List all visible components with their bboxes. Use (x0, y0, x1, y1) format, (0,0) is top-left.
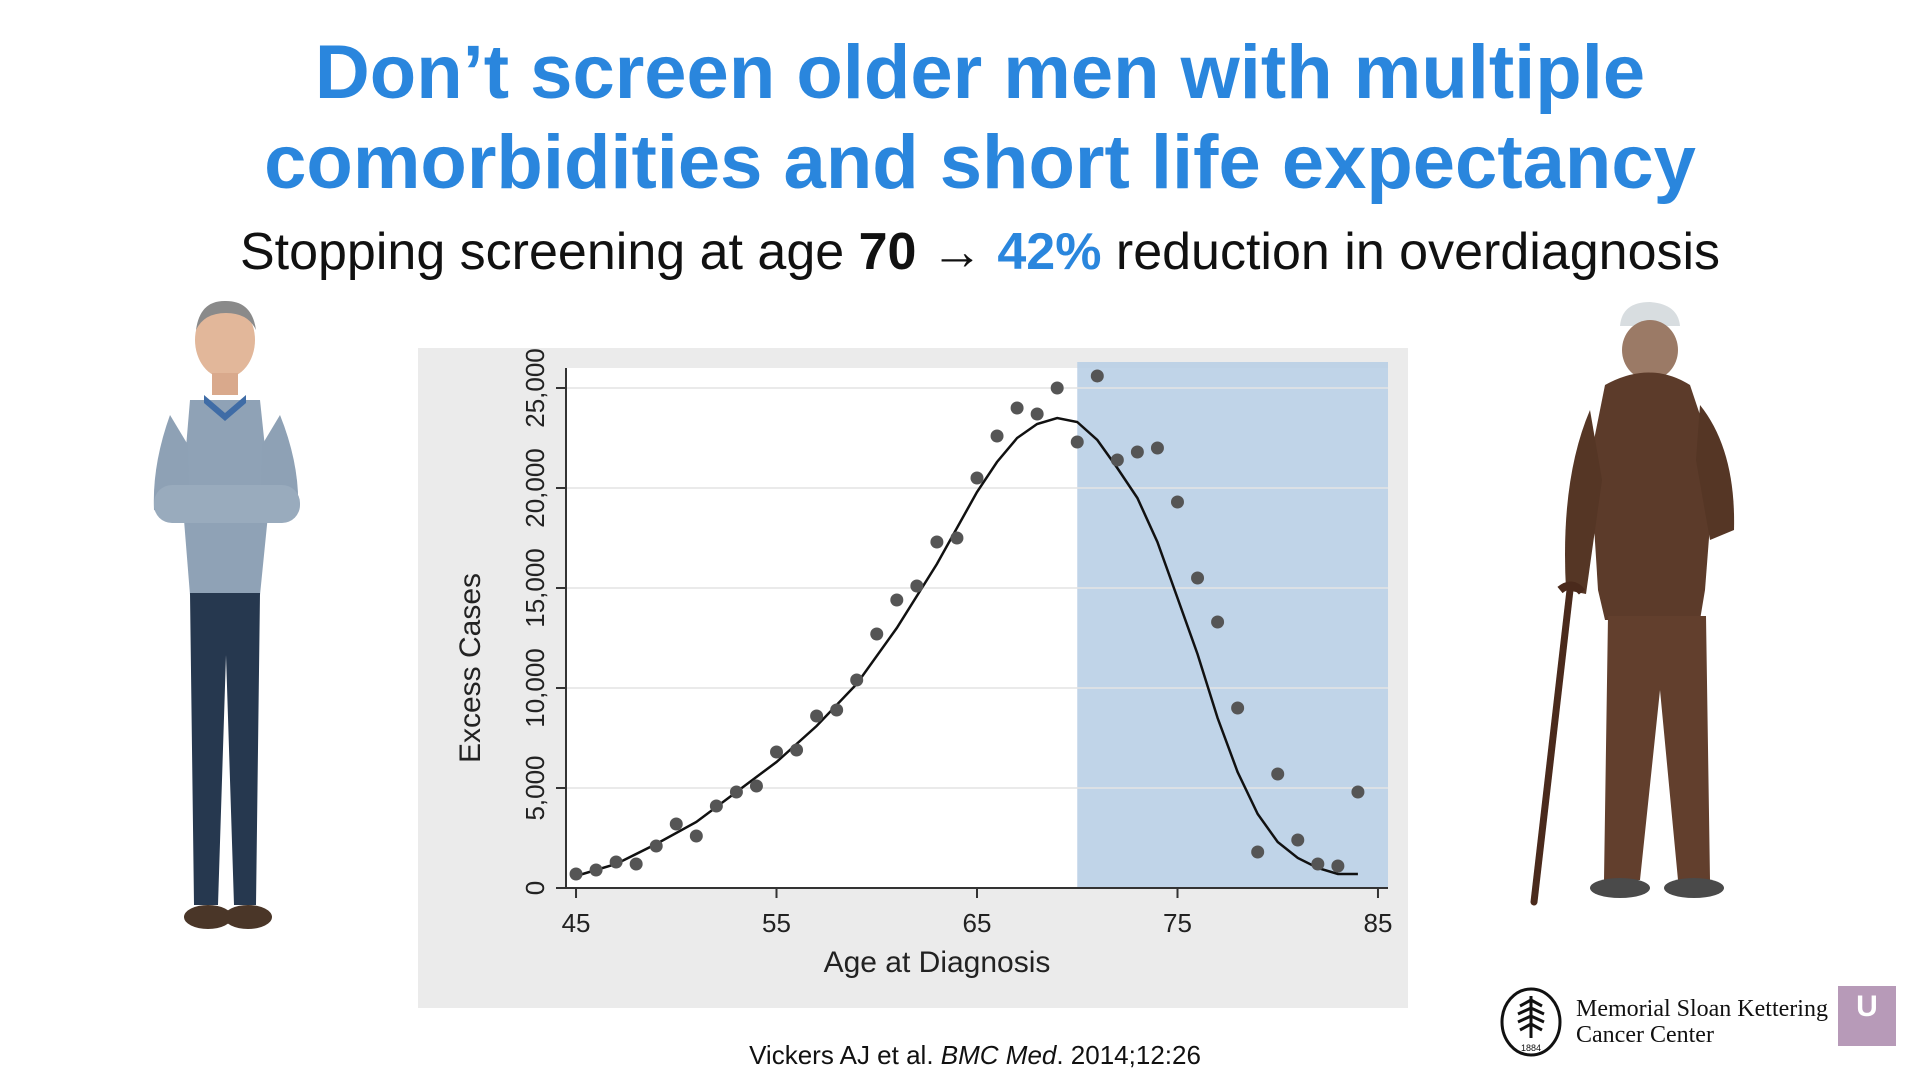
data-point (589, 863, 603, 877)
data-point (629, 857, 643, 871)
younger-man-figure (153, 300, 300, 929)
data-point (669, 817, 683, 831)
x-tick-label: 75 (1163, 908, 1192, 938)
data-point (1030, 407, 1044, 421)
data-point (1191, 571, 1205, 585)
mskcc-emblem-icon: 1884 (1500, 987, 1562, 1057)
slide-subtitle: Stopping screening at age 70 → 42% reduc… (0, 222, 1920, 282)
data-point (1150, 441, 1164, 455)
data-point (870, 627, 884, 641)
data-point (1090, 369, 1104, 383)
y-tick-label: 20,000 (520, 448, 550, 528)
title-line-1: Don’t screen older men with multiple (314, 30, 1646, 115)
x-tick-label: 85 (1364, 908, 1393, 938)
data-point (1291, 833, 1305, 847)
data-point (890, 593, 904, 607)
x-tick-label: 65 (963, 908, 992, 938)
citation-authors: Vickers AJ et al. (749, 1040, 941, 1070)
data-point (1050, 381, 1064, 395)
data-point (790, 743, 804, 757)
data-point (850, 673, 864, 687)
logo-line-1: Memorial Sloan Kettering (1576, 996, 1828, 1022)
data-point (1170, 495, 1184, 509)
scatter-chart: 0 5,000 10,000 15,000 20,000 25,000 45 55 65 75 85… (454, 348, 1393, 979)
mskcc-logo: 1884 Memorial Sloan Kettering Cancer Cen… (1498, 986, 1838, 1058)
logo-line-2: Cancer Center (1576, 1022, 1714, 1048)
data-point (770, 745, 784, 759)
y-tick-label: 10,000 (520, 648, 550, 728)
x-tick-label: 45 (562, 908, 591, 938)
data-point (1231, 701, 1245, 715)
data-point (910, 579, 924, 593)
urology-badge-logo: U (1838, 986, 1896, 1046)
data-point (1351, 785, 1365, 799)
x-tick-label: 55 (762, 908, 791, 938)
citation-journal: BMC Med (940, 1040, 1057, 1070)
data-point (970, 471, 984, 485)
subtitle-pre: Stopping screening at age (239, 223, 859, 281)
data-point (1331, 859, 1345, 873)
shaded-region (1077, 362, 1388, 888)
data-point (990, 429, 1004, 443)
x-axis-label: Age at Diagnosis (824, 946, 1051, 979)
subtitle-percent: 42% (997, 223, 1102, 281)
data-point (729, 785, 743, 799)
y-tick-label: 5,000 (520, 755, 550, 820)
data-point (569, 867, 583, 881)
data-point (930, 535, 944, 549)
data-point (649, 839, 663, 853)
fitted-curve (575, 416, 1358, 878)
data-point (709, 799, 723, 813)
y-tick-label: 25,000 (520, 348, 550, 428)
logo-text: Memorial Sloan Kettering Cancer Center (1576, 996, 1828, 1048)
data-point (1311, 857, 1325, 871)
logo-year: 1884 (1521, 1043, 1541, 1053)
data-point (689, 829, 703, 843)
data-point (830, 703, 844, 717)
slide-title: Don’t screen older men with multiple com… (0, 28, 1920, 208)
data-point (1070, 435, 1084, 449)
subtitle-age: 70 (858, 223, 917, 281)
data-point (1010, 401, 1024, 415)
data-point (1211, 615, 1225, 629)
title-line-2: comorbidities and short life expectancy (264, 120, 1696, 205)
data-point (1110, 453, 1124, 467)
data-point (1130, 445, 1144, 459)
data-point (749, 779, 763, 793)
data-point (810, 709, 824, 723)
data-point (1271, 767, 1285, 781)
data-point (950, 531, 964, 545)
citation: Vickers AJ et al. BMC Med. 2014;12:26 (0, 1040, 1920, 1071)
data-point (609, 855, 623, 869)
older-man-figure (1530, 302, 1735, 906)
y-tick-label: 15,000 (520, 548, 550, 628)
citation-details: . 2014;12:26 (1056, 1040, 1201, 1070)
y-axis-label: Excess Cases (454, 573, 487, 763)
arrow-icon: → (930, 223, 983, 281)
y-tick-label: 0 (520, 881, 550, 895)
subtitle-post: reduction in overdiagnosis (1101, 223, 1721, 281)
data-point (1251, 845, 1265, 859)
badge-letter: U (1856, 990, 1878, 1023)
